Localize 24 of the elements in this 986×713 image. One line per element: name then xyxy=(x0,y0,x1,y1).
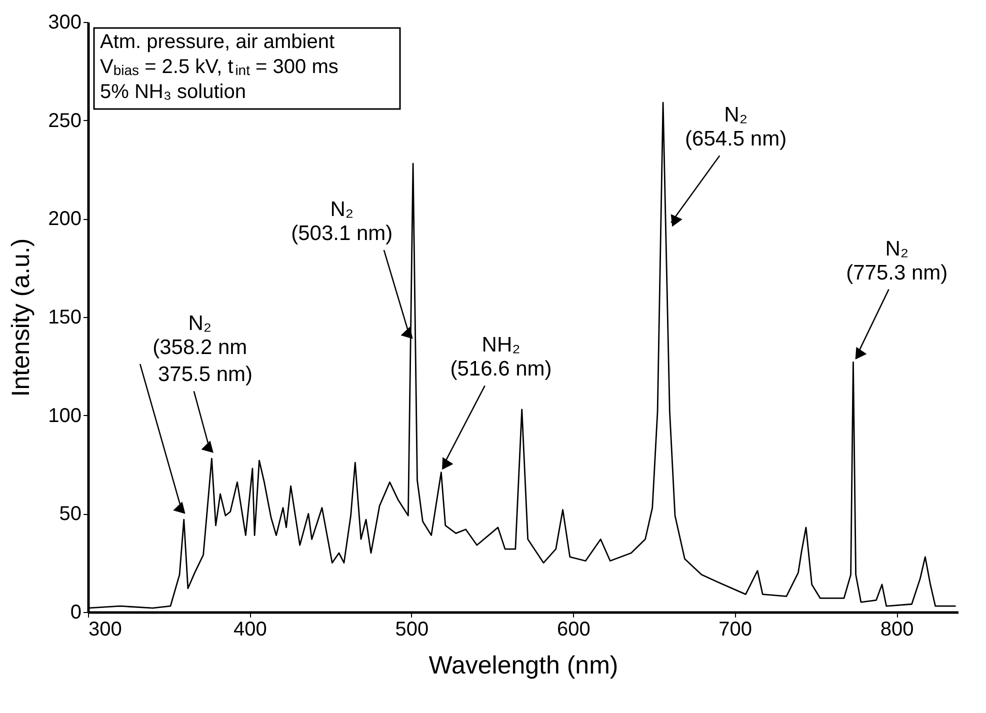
annotation: N₂ (503.1 nm) xyxy=(291,198,393,245)
x-tick-label: 700 xyxy=(718,618,752,640)
x-tick-label: 500 xyxy=(395,618,429,640)
annotation: N₂ (358.2 nm xyxy=(152,312,248,360)
x-axis-title: Wavelength (nm) xyxy=(428,652,618,680)
annotation: 5% NH₃ solution xyxy=(100,81,246,103)
y-axis-title: Intensity (a.u.) xyxy=(7,238,36,397)
x-tick-label: 400 xyxy=(234,618,267,640)
annotation: 375.5 nm) xyxy=(158,363,253,386)
y-tick-label: 100 xyxy=(48,404,82,427)
y-tick-label: 300 xyxy=(48,12,82,34)
x-tick-label: 300 xyxy=(88,618,122,640)
annotation: N₂ (775.3 nm) xyxy=(846,237,948,284)
x-tick-label: 600 xyxy=(556,618,590,640)
annotation: NH₂ (516.6 nm) xyxy=(450,334,552,381)
y-tick-label: 250 xyxy=(48,110,82,132)
x-tick-label: 800 xyxy=(880,618,914,640)
annotation: Atm. pressure, air ambient xyxy=(100,31,335,53)
y-tick-label: 150 xyxy=(48,306,82,328)
y-tick-label: 0 xyxy=(70,602,82,624)
y-tick-label: 50 xyxy=(59,503,82,526)
y-tick-label: 200 xyxy=(48,208,82,230)
annotation: N₂ (654.5 nm) xyxy=(685,104,787,151)
annotation: Vbias = 2.5 kV, tint = 300 ms xyxy=(100,56,338,78)
